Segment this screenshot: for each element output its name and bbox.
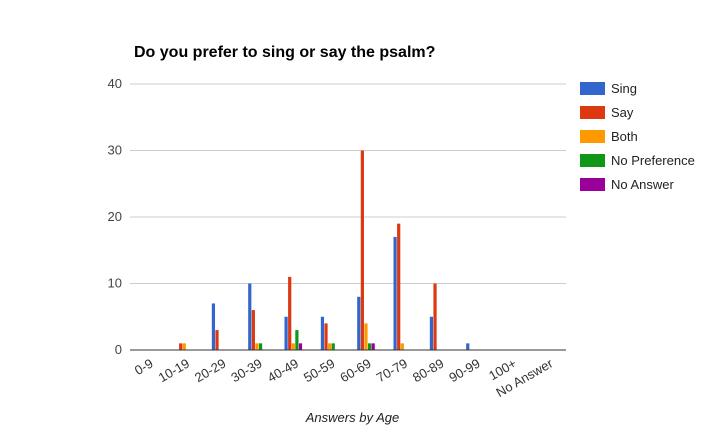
legend-label-both: Both: [611, 129, 638, 144]
x-axis-title: Answers by Age: [0, 410, 701, 425]
bar-sing-30-39: [248, 283, 252, 350]
bar-no-preference-40-49: [295, 330, 299, 350]
bar-say-50-59: [324, 323, 328, 350]
x-tick-label-20-29: 20-29: [192, 356, 228, 386]
y-tick-label-30: 30: [108, 143, 122, 158]
legend-item-say[interactable]: Say: [580, 104, 695, 121]
legend-item-no-preference[interactable]: No Preference: [580, 152, 695, 169]
legend-swatch-no-answer: [580, 178, 605, 191]
x-tick-label-0-9: 0-9: [132, 356, 156, 378]
y-tick-label-0: 0: [115, 342, 122, 357]
bar-say-70-79: [397, 223, 401, 350]
x-axis-title-text: Answers by Age: [305, 410, 400, 425]
y-tick-label-10: 10: [108, 276, 122, 291]
bar-no-preference-50-59: [331, 343, 335, 350]
bar-both-60-69: [364, 323, 368, 350]
x-tick-label-80-89: 80-89: [410, 356, 446, 386]
bar-both-70-79: [400, 343, 404, 350]
legend-item-both[interactable]: Both: [580, 128, 695, 145]
legend-label-sing: Sing: [611, 81, 638, 96]
legend-swatch-no-preference: [580, 154, 605, 167]
bar-sing-20-29: [211, 303, 216, 350]
bar-sing-40-49: [284, 316, 288, 350]
bar-say-30-39: [251, 310, 255, 350]
legend-item-no-answer[interactable]: No Answer: [580, 176, 695, 193]
bar-sing-90-99: [466, 343, 470, 350]
bar-sing-60-69: [357, 296, 361, 350]
bar-no-preference-60-69: [367, 343, 372, 350]
bar-both-40-49: [291, 343, 295, 350]
y-tick-label-40: 40: [108, 76, 122, 91]
bar-no-preference-30-39: [258, 343, 263, 350]
bar-sing-80-89: [429, 316, 434, 350]
legend-swatch-both: [580, 130, 605, 143]
legend-label-no-preference: No Preference: [611, 153, 695, 168]
x-tick-label-30-39: 30-39: [228, 356, 264, 386]
x-tick-label-10-19: 10-19: [156, 356, 192, 386]
legend-item-sing[interactable]: Sing: [580, 80, 695, 97]
x-tick-label-40-49: 40-49: [265, 356, 301, 386]
bar-say-80-89: [433, 283, 437, 350]
legend-swatch-sing: [580, 82, 605, 95]
bar-say-40-49: [288, 276, 292, 350]
legend: Sing Say Both No Preference No Answer: [580, 80, 695, 200]
bar-say-60-69: [360, 150, 364, 350]
chart-title: Do you prefer to sing or say the psalm?: [134, 44, 436, 61]
bar-both-10-19: [182, 343, 186, 350]
x-tick-label-70-79: 70-79: [374, 356, 410, 386]
y-tick-label-20: 20: [108, 209, 122, 224]
bar-say-20-29: [215, 330, 219, 350]
bar-sing-50-59: [320, 316, 325, 350]
bar-no-answer-60-69: [371, 343, 375, 350]
bar-say-10-19: [179, 343, 183, 350]
bar-both-50-59: [328, 343, 332, 350]
legend-label-say: Say: [611, 105, 634, 120]
x-tick-label-90-99: 90-99: [446, 356, 482, 386]
legend-swatch-say: [580, 106, 605, 119]
bar-sing-70-79: [393, 236, 397, 350]
x-tick-label-50-59: 50-59: [301, 356, 337, 386]
x-tick-label-60-69: 60-69: [337, 356, 373, 386]
bar-no-answer-40-49: [298, 343, 303, 350]
bar-both-30-39: [255, 343, 259, 350]
legend-label-no-answer: No Answer: [611, 177, 674, 192]
